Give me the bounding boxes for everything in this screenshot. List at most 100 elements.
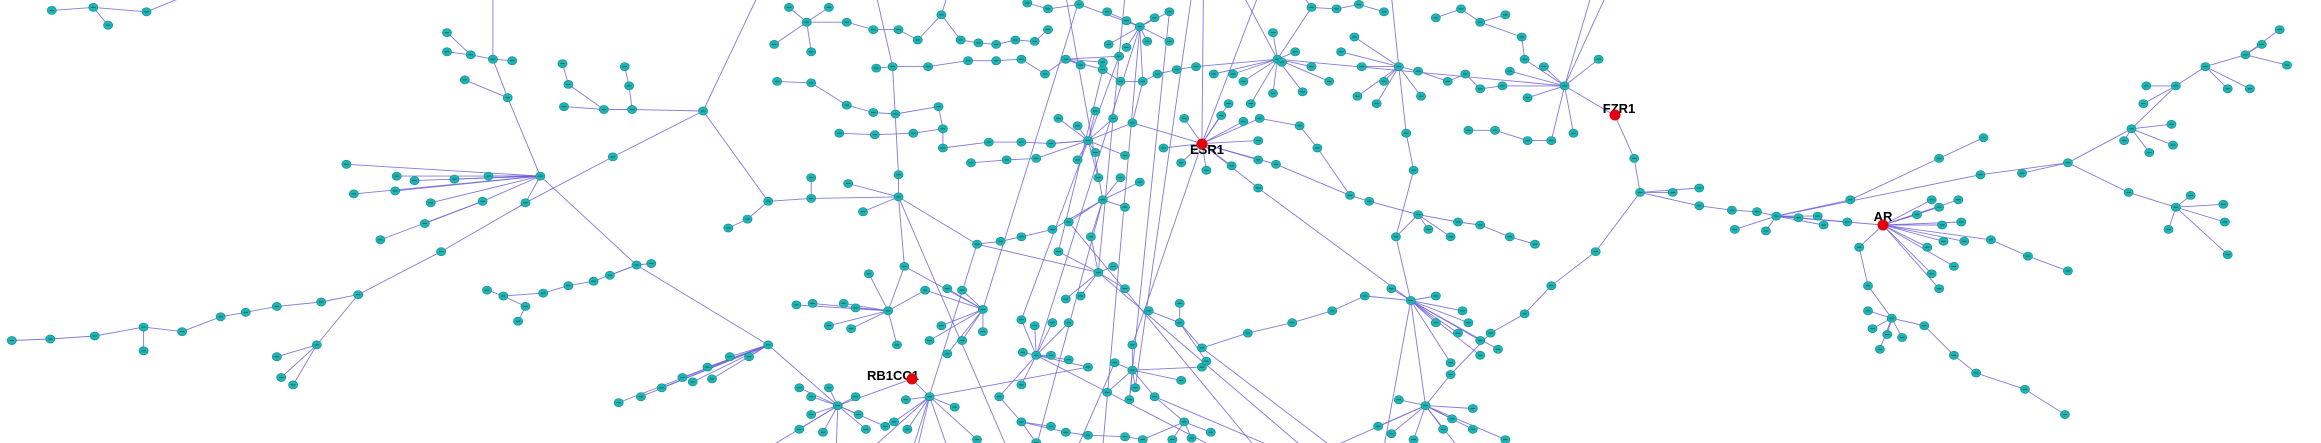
network-node [1912,210,1922,219]
network-node [2059,410,2070,419]
network-node [861,424,871,434]
network-node [791,300,802,310]
network-node [1405,296,1416,305]
network-node [1364,196,1375,206]
network-node [2126,124,2137,134]
network-node [1306,62,1317,71]
network-node [1386,429,1397,439]
network-node [1201,165,1212,175]
network-node [1312,143,1323,153]
network-node [1016,315,1027,325]
network-node [487,54,498,64]
network-node [1938,236,1949,246]
network-edge [1490,313,1525,334]
network-edge [907,396,930,430]
network-edge [1980,162,2068,176]
network-edge [346,163,541,177]
network-edge [1047,3,1080,10]
network-node [2244,84,2255,94]
network-node [1453,328,1463,338]
network-node [1590,247,1601,256]
network-node [912,35,923,45]
network-node [1516,32,1527,42]
network-edge [492,59,509,98]
network-node [908,128,919,138]
network-edge [1550,85,1566,141]
network-node [1277,57,1287,67]
network-edge [1640,191,1700,207]
network-node [1029,321,1040,331]
network-node [1137,435,1148,443]
network-node [2170,81,2181,91]
network-node [687,377,698,387]
network-node [240,307,251,317]
network-node [483,171,494,181]
network-node [1179,114,1190,123]
network-edge [539,175,637,266]
network-edge [1391,0,1400,67]
network-edge [1132,366,1202,371]
network-node [138,346,149,356]
network-node [1793,213,1804,222]
network-node [613,398,624,407]
network-edge [1891,317,1925,327]
network-node [1949,261,1959,271]
network-node [513,316,523,326]
network-node [1016,380,1027,390]
network-edge [93,6,147,13]
network-node [763,196,774,206]
network-node [1245,99,1256,108]
network-edge [181,316,221,333]
network-node [1393,62,1404,71]
network-node [1497,81,1508,91]
network-node [627,105,637,114]
network-node [936,321,947,331]
network-edge [1776,215,1848,223]
network-node [1120,432,1130,442]
network-edge [961,309,984,341]
network-edge [2143,85,2177,104]
network-edge [1357,66,1400,97]
network-edge [1564,0,1591,87]
network-edge [446,32,472,56]
network-node [806,47,817,57]
network-node [425,198,436,208]
network-node [1934,202,1944,212]
network-edge [775,405,839,443]
network-node [1845,195,1856,205]
network-node [869,130,880,140]
network-edge [1066,0,1104,200]
network-node [846,324,856,333]
network-edge [2205,66,2251,90]
network-node [1016,417,1027,427]
network-node [1191,62,1201,71]
network-node [2020,384,2030,394]
network-edge [929,396,947,443]
network-edge [292,344,318,386]
network-node [341,159,352,169]
network-edge [2024,388,2066,415]
network-node [1978,133,1989,143]
network-edge [1332,295,1365,312]
network-edge [929,366,1089,398]
network-node [1463,318,1474,328]
network-node [1408,435,1419,443]
network-edge [1384,300,1412,443]
network-node [1475,220,1486,230]
network-edge [1139,26,1170,42]
network-node [1975,170,1986,180]
network-node [1142,37,1153,46]
network-node [2141,81,2152,91]
network-edge [998,355,1037,397]
network-edge [1020,355,1037,386]
network-node [995,236,1006,246]
network-edge [1850,157,1940,201]
network-edge [276,344,317,358]
network-edge [892,66,899,175]
network-node [1271,159,1281,169]
network-edge [1292,310,1333,324]
network-node [963,56,973,66]
network-edge [1614,115,1635,159]
network-edge [1098,272,1126,289]
network-node [677,373,688,382]
